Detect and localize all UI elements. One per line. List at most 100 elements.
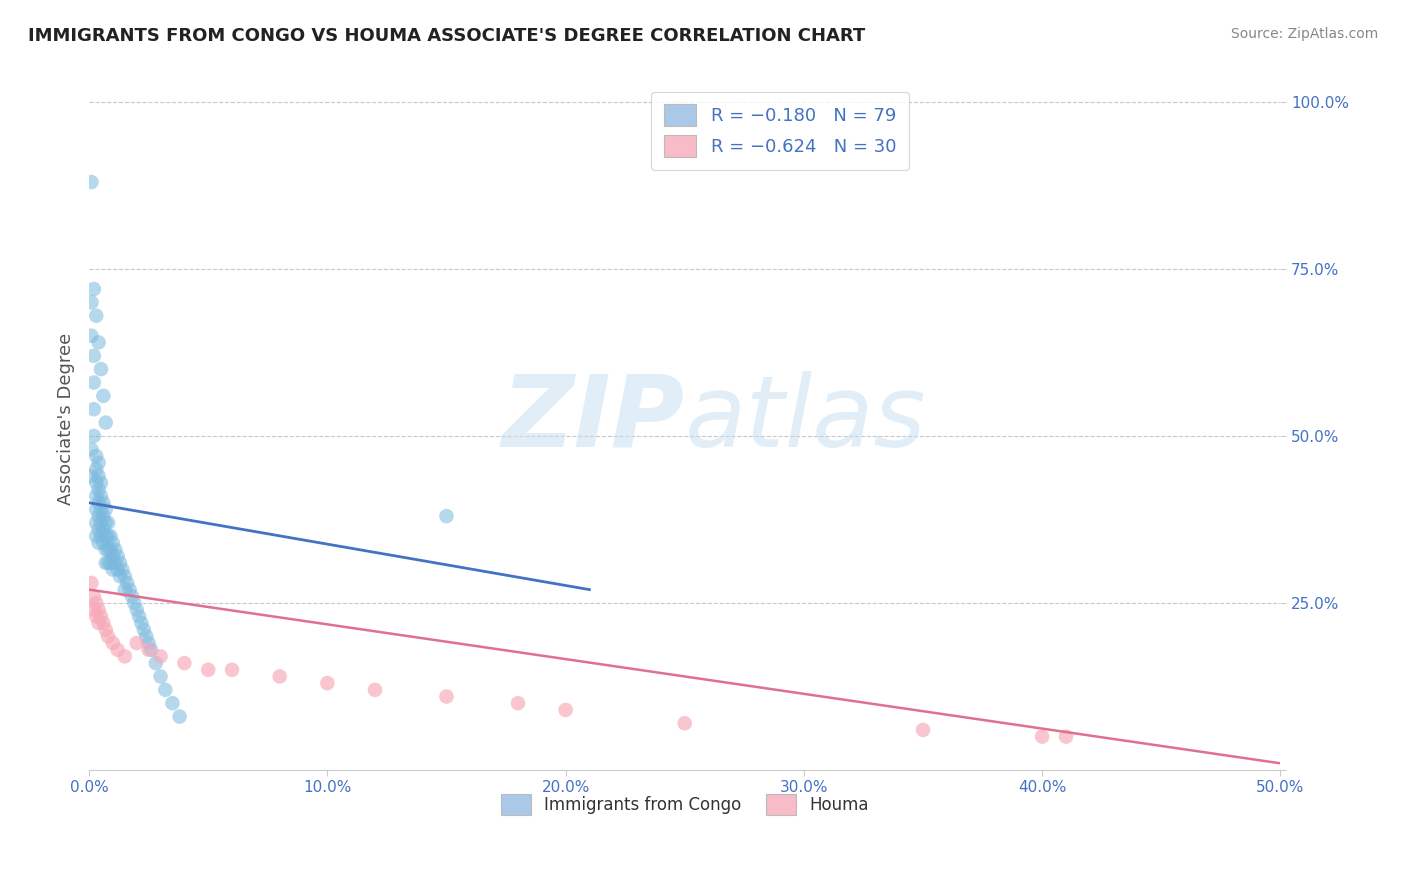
Point [104, 556, 127, 570]
Point [108, 569, 131, 583]
Point [101, 563, 124, 577]
Point [138, 636, 160, 650]
Point [90, 502, 112, 516]
Point [80, 576, 103, 591]
Point [135, 629, 157, 643]
Point [87, 469, 110, 483]
Point [80, 295, 103, 310]
Point [90, 516, 112, 530]
Legend: Immigrants from Congo, Houma: Immigrants from Congo, Houma [491, 784, 879, 825]
Point [101, 636, 124, 650]
Point [107, 563, 129, 577]
Point [87, 602, 110, 616]
Point [94, 542, 117, 557]
Point [84, 529, 107, 543]
Point [145, 656, 167, 670]
Point [87, 509, 110, 524]
Point [83, 376, 105, 390]
Point [132, 623, 155, 637]
Point [149, 669, 172, 683]
Point [107, 549, 129, 564]
Point [1054, 730, 1077, 744]
Text: IMMIGRANTS FROM CONGO VS HOUMA ASSOCIATE'S DEGREE CORRELATION CHART: IMMIGRANTS FROM CONGO VS HOUMA ASSOCIATE… [28, 27, 865, 45]
Point [104, 542, 127, 557]
Point [94, 416, 117, 430]
Point [118, 582, 141, 597]
Point [173, 656, 195, 670]
Point [94, 556, 117, 570]
Point [316, 676, 339, 690]
Point [80, 175, 103, 189]
Point [124, 596, 146, 610]
Point [100, 529, 122, 543]
Point [93, 496, 115, 510]
Point [155, 682, 177, 697]
Point [94, 516, 117, 530]
Point [114, 569, 136, 583]
Point [114, 649, 136, 664]
Point [87, 335, 110, 350]
Text: atlas: atlas [685, 371, 927, 467]
Point [80, 442, 103, 457]
Point [83, 402, 105, 417]
Point [87, 456, 110, 470]
Point [84, 489, 107, 503]
Point [101, 536, 124, 550]
Point [121, 589, 143, 603]
Point [90, 489, 112, 503]
Point [162, 696, 184, 710]
Point [87, 536, 110, 550]
Point [93, 536, 115, 550]
Point [97, 542, 120, 557]
Point [436, 509, 458, 524]
Point [97, 529, 120, 543]
Point [911, 723, 934, 737]
Point [87, 496, 110, 510]
Text: ZIP: ZIP [502, 371, 685, 467]
Point [97, 556, 120, 570]
Point [84, 462, 107, 476]
Point [83, 349, 105, 363]
Point [83, 282, 105, 296]
Point [149, 649, 172, 664]
Point [90, 475, 112, 490]
Point [364, 682, 387, 697]
Point [97, 516, 120, 530]
Point [673, 716, 696, 731]
Point [139, 642, 162, 657]
Y-axis label: Associate's Degree: Associate's Degree [58, 333, 75, 506]
Point [97, 629, 120, 643]
Point [94, 502, 117, 516]
Point [90, 609, 112, 624]
Point [84, 502, 107, 516]
Point [101, 549, 124, 564]
Point [111, 563, 134, 577]
Point [93, 523, 115, 537]
Point [221, 663, 243, 677]
Point [100, 556, 122, 570]
Point [93, 389, 115, 403]
Point [506, 696, 529, 710]
Point [80, 328, 103, 343]
Point [87, 615, 110, 630]
Point [100, 542, 122, 557]
Point [138, 642, 160, 657]
Point [197, 663, 219, 677]
Point [114, 582, 136, 597]
Point [87, 483, 110, 497]
Point [84, 475, 107, 490]
Point [83, 602, 105, 616]
Point [87, 523, 110, 537]
Point [269, 669, 291, 683]
Point [93, 509, 115, 524]
Point [94, 623, 117, 637]
Point [90, 362, 112, 376]
Point [84, 309, 107, 323]
Point [90, 529, 112, 543]
Point [115, 576, 138, 591]
Point [128, 609, 150, 624]
Point [84, 516, 107, 530]
Point [83, 429, 105, 443]
Point [93, 615, 115, 630]
Point [80, 469, 103, 483]
